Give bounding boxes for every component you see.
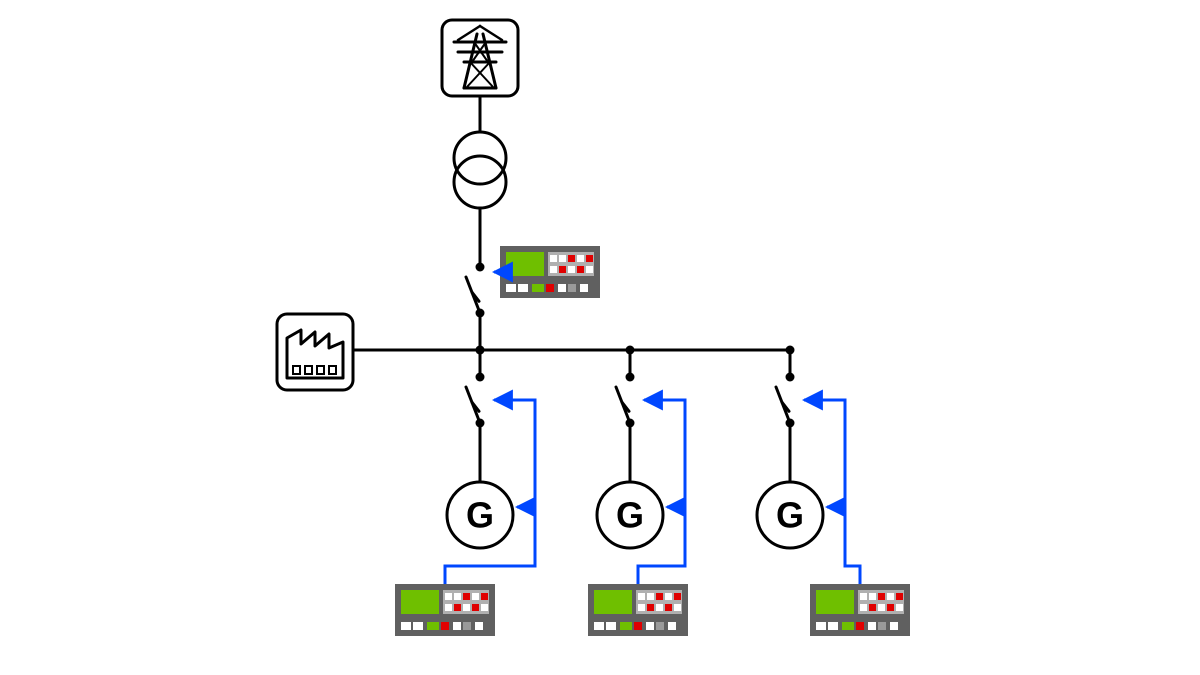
generator-label: G [616, 495, 644, 536]
controller [588, 584, 688, 636]
controller [810, 584, 910, 636]
generator-label: G [466, 495, 494, 536]
controller [395, 584, 495, 636]
generator-label: G [776, 495, 804, 536]
controller [500, 246, 600, 298]
